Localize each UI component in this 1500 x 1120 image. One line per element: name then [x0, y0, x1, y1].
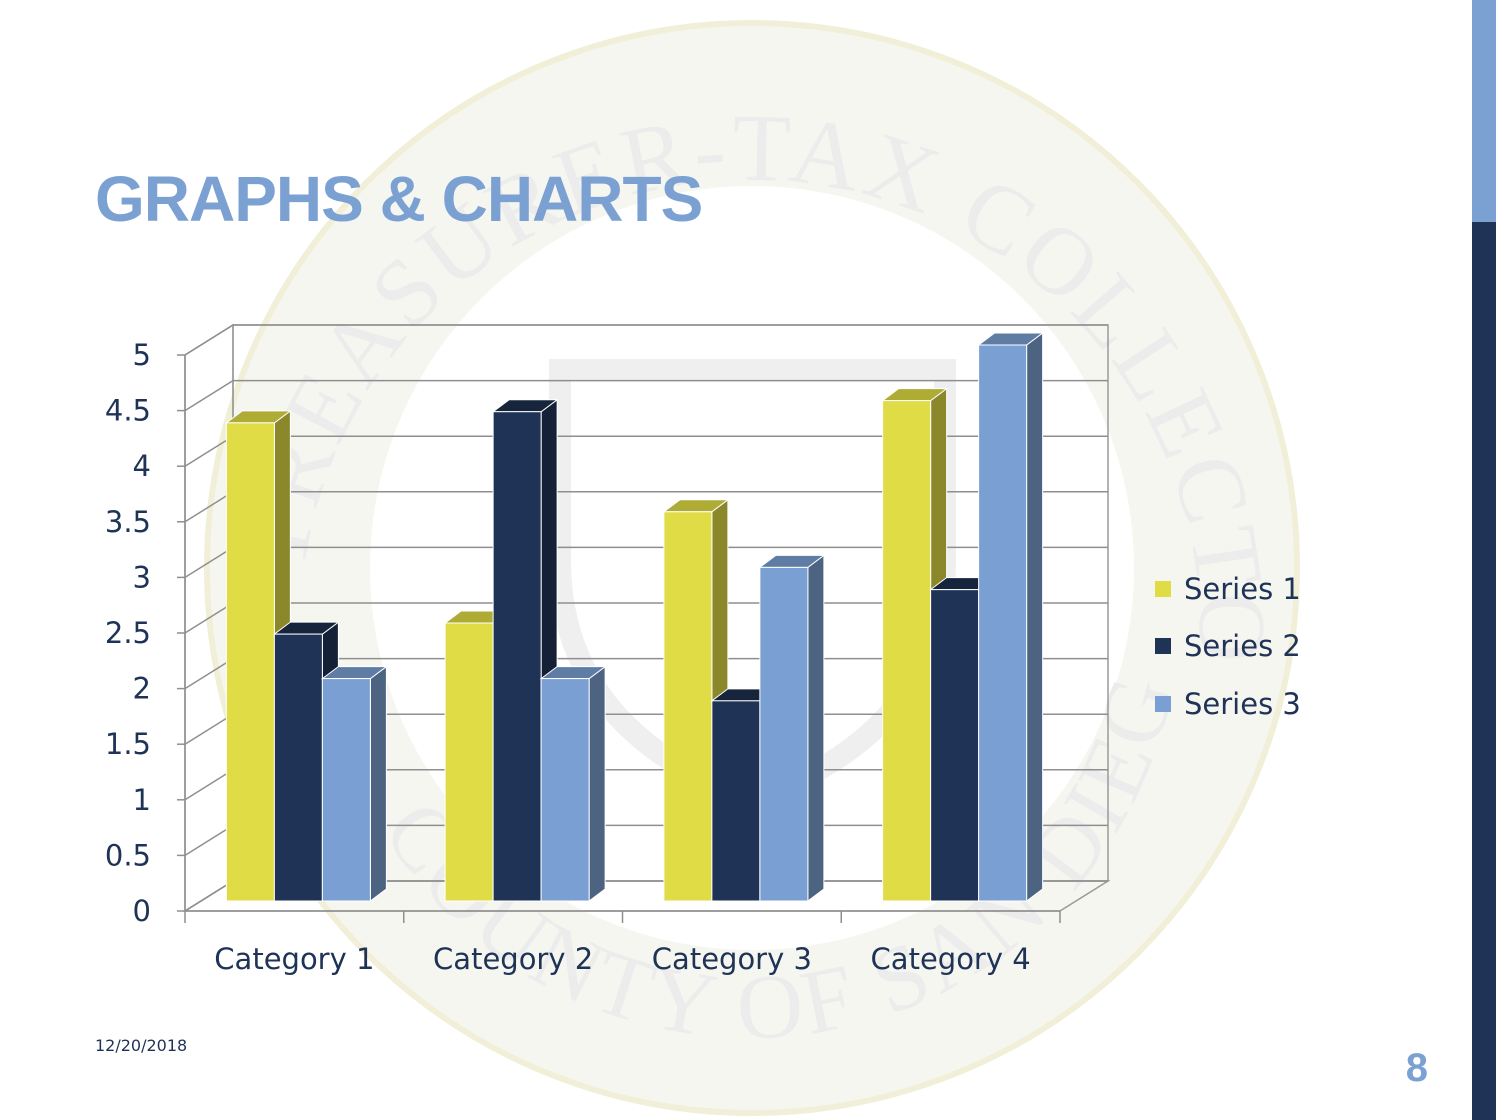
legend-swatch — [1155, 638, 1171, 655]
bar-side — [807, 554, 825, 902]
bar-3-4 — [977, 332, 1045, 902]
bar-front — [492, 411, 542, 902]
bar-front — [225, 422, 275, 902]
accent-bar-top — [1472, 0, 1496, 222]
y-tick-label: 1 — [133, 783, 151, 817]
legend-label: Series 1 — [1184, 571, 1301, 606]
chart-legend: Series 1 Series 2 Series 3 — [1155, 560, 1301, 733]
x-tick-label: Category 1 — [214, 942, 374, 976]
y-tick-label: 3.5 — [105, 505, 151, 539]
gridline — [184, 435, 1108, 467]
legend-swatch — [1155, 580, 1171, 597]
gridline — [184, 324, 1108, 356]
y-axis-tick-labels: 0 0.5 1 1.5 2 2.5 3 3.5 4 4.5 5 — [105, 338, 151, 928]
bar-3-3 — [758, 554, 826, 902]
bar-3-2 — [539, 665, 607, 902]
bar-front — [540, 678, 590, 902]
y-tick-label: 2.5 — [105, 616, 151, 650]
legend-label: Series 3 — [1184, 686, 1301, 721]
y-tick-label: 3 — [133, 560, 151, 594]
bar-front — [663, 511, 713, 902]
accent-bar-bottom — [1472, 222, 1496, 1120]
bar-front — [978, 344, 1028, 902]
bar-front — [930, 589, 980, 902]
legend-swatch — [1155, 695, 1171, 712]
bar-side — [1026, 332, 1044, 902]
slide-page-number: 8 — [1405, 1046, 1428, 1090]
y-tick-label: 5 — [133, 338, 151, 372]
y-tick-label: 1.5 — [105, 727, 151, 761]
chart-axes — [177, 354, 1061, 923]
x-tick-label: Category 2 — [433, 942, 593, 976]
x-axis-category-labels: Category 1 Category 2 Category 3 Category 4 — [214, 942, 1030, 976]
bar-front — [711, 700, 761, 902]
y-tick-label: 2 — [133, 672, 151, 706]
bars — [224, 332, 1045, 902]
x-tick-label: Category 3 — [652, 942, 812, 976]
y-tick-label: 0.5 — [105, 838, 151, 872]
gridline — [184, 491, 1108, 523]
bar-front — [444, 622, 494, 902]
bar-3-1 — [320, 665, 388, 902]
bar-side — [369, 665, 387, 902]
x-tick-label: Category 4 — [871, 942, 1031, 976]
bar-front — [273, 633, 323, 902]
y-tick-label: 4.5 — [105, 394, 151, 428]
slide-title: GRAPHS & CHARTS — [95, 163, 703, 235]
gridline — [184, 546, 1108, 579]
legend-item-series-2: Series 2 — [1155, 618, 1301, 676]
bar-front — [759, 566, 809, 902]
legend-label: Series 2 — [1184, 629, 1301, 664]
bar-front — [882, 400, 932, 902]
y-tick-label: 4 — [133, 449, 151, 483]
bar-side — [588, 665, 606, 902]
bar-front — [321, 678, 371, 902]
gridline — [184, 379, 1108, 412]
y-tick-label: 0 — [133, 894, 151, 928]
legend-item-series-3: Series 3 — [1155, 675, 1301, 733]
slide-date: 12/20/2018 — [95, 1036, 188, 1055]
legend-item-series-1: Series 1 — [1155, 560, 1301, 618]
